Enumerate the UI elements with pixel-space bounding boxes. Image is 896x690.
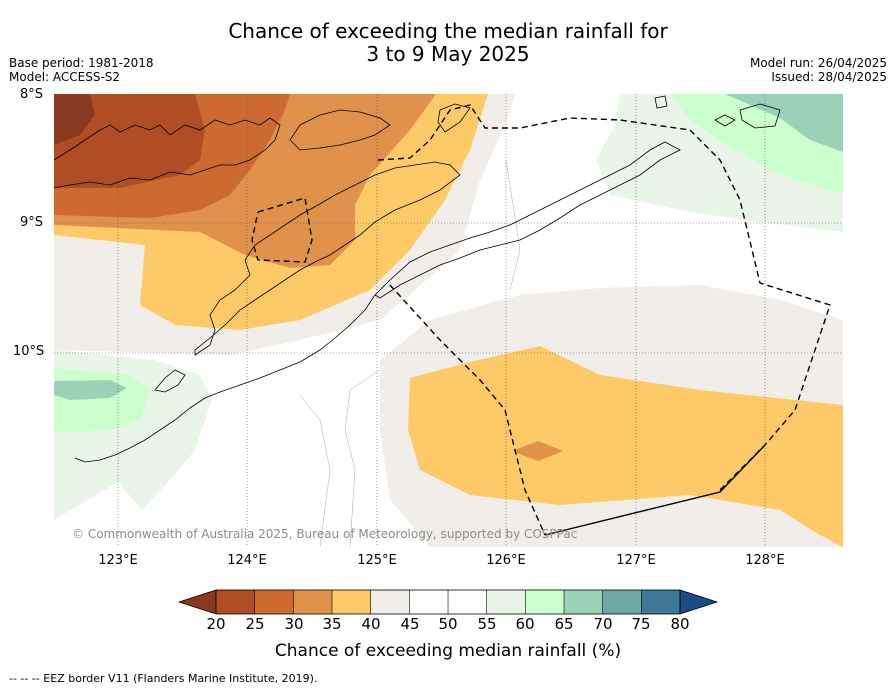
colorbar-tick: 45 xyxy=(400,615,420,633)
lon-label-126e: 126°E xyxy=(486,553,526,568)
colorbar-tick: 25 xyxy=(245,615,265,633)
colorbar-segment xyxy=(564,590,604,614)
colorbar-segment xyxy=(293,590,333,614)
colorbar-segment xyxy=(332,590,372,614)
model-name: Model: ACCESS-S2 xyxy=(9,70,121,84)
contour-65-70-sw xyxy=(54,380,127,400)
gridlines xyxy=(54,94,843,547)
colorbar-segment xyxy=(409,590,449,614)
colorbar-segment xyxy=(525,590,565,614)
coastlines xyxy=(54,95,781,463)
lon-label-123e: 123°E xyxy=(98,553,138,568)
colorbar-segment xyxy=(448,590,488,614)
eez-border-solid xyxy=(544,444,766,536)
title-line-2: 3 to 9 May 2025 xyxy=(366,42,530,66)
lat-label-8s: 8°S xyxy=(20,87,44,102)
meta-right: Model run: 26/04/2025 Issued: 28/04/2025 xyxy=(750,56,887,84)
contour-65-70-ne xyxy=(725,94,843,152)
colorbar-title: Chance of exceeding median rainfall (%) xyxy=(274,641,622,661)
thin-contours xyxy=(299,159,521,547)
colorbar-tick: 80 xyxy=(670,615,690,633)
colorbar-segment xyxy=(486,590,526,614)
colorbar-tick: 20 xyxy=(206,615,226,633)
chart-title: Chance of exceeding the median rainfall … xyxy=(0,20,896,66)
colorbar-tick: 35 xyxy=(322,615,342,633)
colorbar-segment xyxy=(641,590,681,614)
base-period: Base period: 1981-2018 xyxy=(9,56,154,70)
title-line-1: Chance of exceeding the median rainfall … xyxy=(228,19,668,43)
colorbar-arrow-high xyxy=(679,589,719,615)
copyright-note: © Commonwealth of Australia 2025, Bureau… xyxy=(72,527,577,541)
colorbar-tick: 50 xyxy=(438,615,458,633)
lon-label-128e: 128°E xyxy=(745,553,785,568)
colorbar-segment xyxy=(602,590,642,614)
colorbar-segment xyxy=(370,590,410,614)
colorbar-arrow-low xyxy=(177,589,217,615)
colorbar-tick: 60 xyxy=(515,615,535,633)
eez-border xyxy=(251,104,831,536)
contour-below-20 xyxy=(54,94,95,145)
colorbar-tick: 70 xyxy=(593,615,613,633)
colorbar-segment xyxy=(254,590,294,614)
colorbar-tick: 30 xyxy=(284,615,304,633)
contour-35-40-south xyxy=(408,346,843,547)
colorbar-tick: 40 xyxy=(361,615,381,633)
lon-label-125e: 125°E xyxy=(357,553,397,568)
colorbar-tick: 55 xyxy=(477,615,497,633)
lon-label-124e: 124°E xyxy=(227,553,267,568)
contour-30-35-spot xyxy=(512,441,563,461)
lon-label-127e: 127°E xyxy=(616,553,656,568)
issued-date: Issued: 28/04/2025 xyxy=(771,70,887,84)
lat-label-9s: 9°S xyxy=(20,215,44,230)
colorbar-segment xyxy=(216,590,256,614)
colorbar xyxy=(177,589,719,615)
eez-footnote: -- -- -- EEZ border V11 (Flanders Marine… xyxy=(9,672,318,685)
model-run: Model run: 26/04/2025 xyxy=(749,56,887,70)
colorbar-tick: 65 xyxy=(554,615,574,633)
meta-left: Base period: 1981-2018 Model: ACCESS-S2 xyxy=(9,56,154,84)
colorbar-tick: 75 xyxy=(631,615,651,633)
lat-label-10s: 10°S xyxy=(13,344,45,359)
